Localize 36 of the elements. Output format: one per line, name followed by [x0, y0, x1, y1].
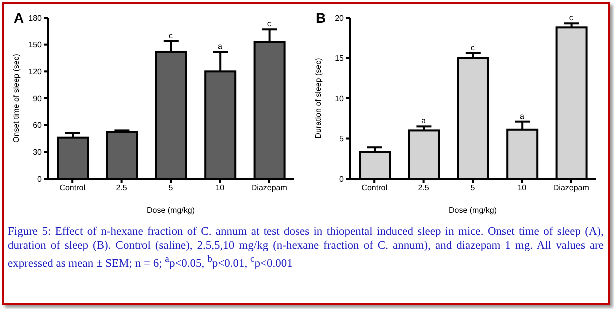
x-tick-label: 2.5	[418, 184, 430, 193]
y-tick-label: 0	[38, 174, 43, 184]
x-tick-label: 10	[216, 184, 226, 193]
annotation: a	[218, 42, 223, 51]
y-tick-label: 30	[33, 148, 43, 158]
y-tick-label: 150	[28, 40, 43, 50]
text: Figure 5: Effect of n-hexane fraction of C. annum at test doses in thiopental induced sleep in mice. Onset time of sleep (A), duration of sleep (B). Control (saline), 2.5,5,10 mg/kg (n-hexane fraction of C. annum), and diazepam 1 mg. All values are expressed as mean ± SEM; n = 6; $^{a}$p<0.05, $^{b}$p<0.01, $^{c}$p<0.001	[8, 226, 604, 270]
annotation: c	[471, 43, 475, 52]
x-tick-label: 2.5	[116, 184, 128, 193]
annotation: c	[267, 20, 272, 29]
chart-title: A	[14, 10, 24, 26]
x-tick-label: Control	[362, 184, 388, 193]
y-axis-title: Duration of sleep (sec)	[314, 58, 323, 139]
y-tick-label: 15	[335, 54, 345, 64]
x-tick-label: 10	[518, 184, 528, 193]
annotation: c	[169, 31, 173, 40]
x-axis-title: Dose (mg/kg)	[146, 206, 196, 215]
x-tick-label: 5	[470, 184, 476, 193]
annotation: a	[520, 112, 525, 121]
y-tick-label: 10	[335, 94, 345, 104]
y-tick-label: 180	[28, 14, 43, 23]
annotation: c	[569, 14, 574, 23]
x-tick-label: Diazepam	[251, 184, 288, 193]
y-axis-title: Onset time of sleep (sec)	[12, 54, 21, 143]
y-tick-label: 90	[33, 94, 43, 104]
annotation: a	[422, 116, 427, 126]
y-tick-label: 5	[340, 134, 345, 144]
y-tick-label: 60	[33, 121, 43, 130]
y-tick-label: 0	[340, 174, 345, 184]
x-tick-label: 5	[168, 184, 174, 193]
chart-title: B	[316, 10, 326, 26]
x-tick-label: Control	[60, 184, 86, 193]
x-axis-title: Dose (mg/kg)	[448, 206, 498, 215]
y-tick-label: 120	[28, 68, 43, 77]
x-tick-label: Diazepam	[553, 184, 590, 193]
y-tick-label: 20	[335, 14, 345, 23]
